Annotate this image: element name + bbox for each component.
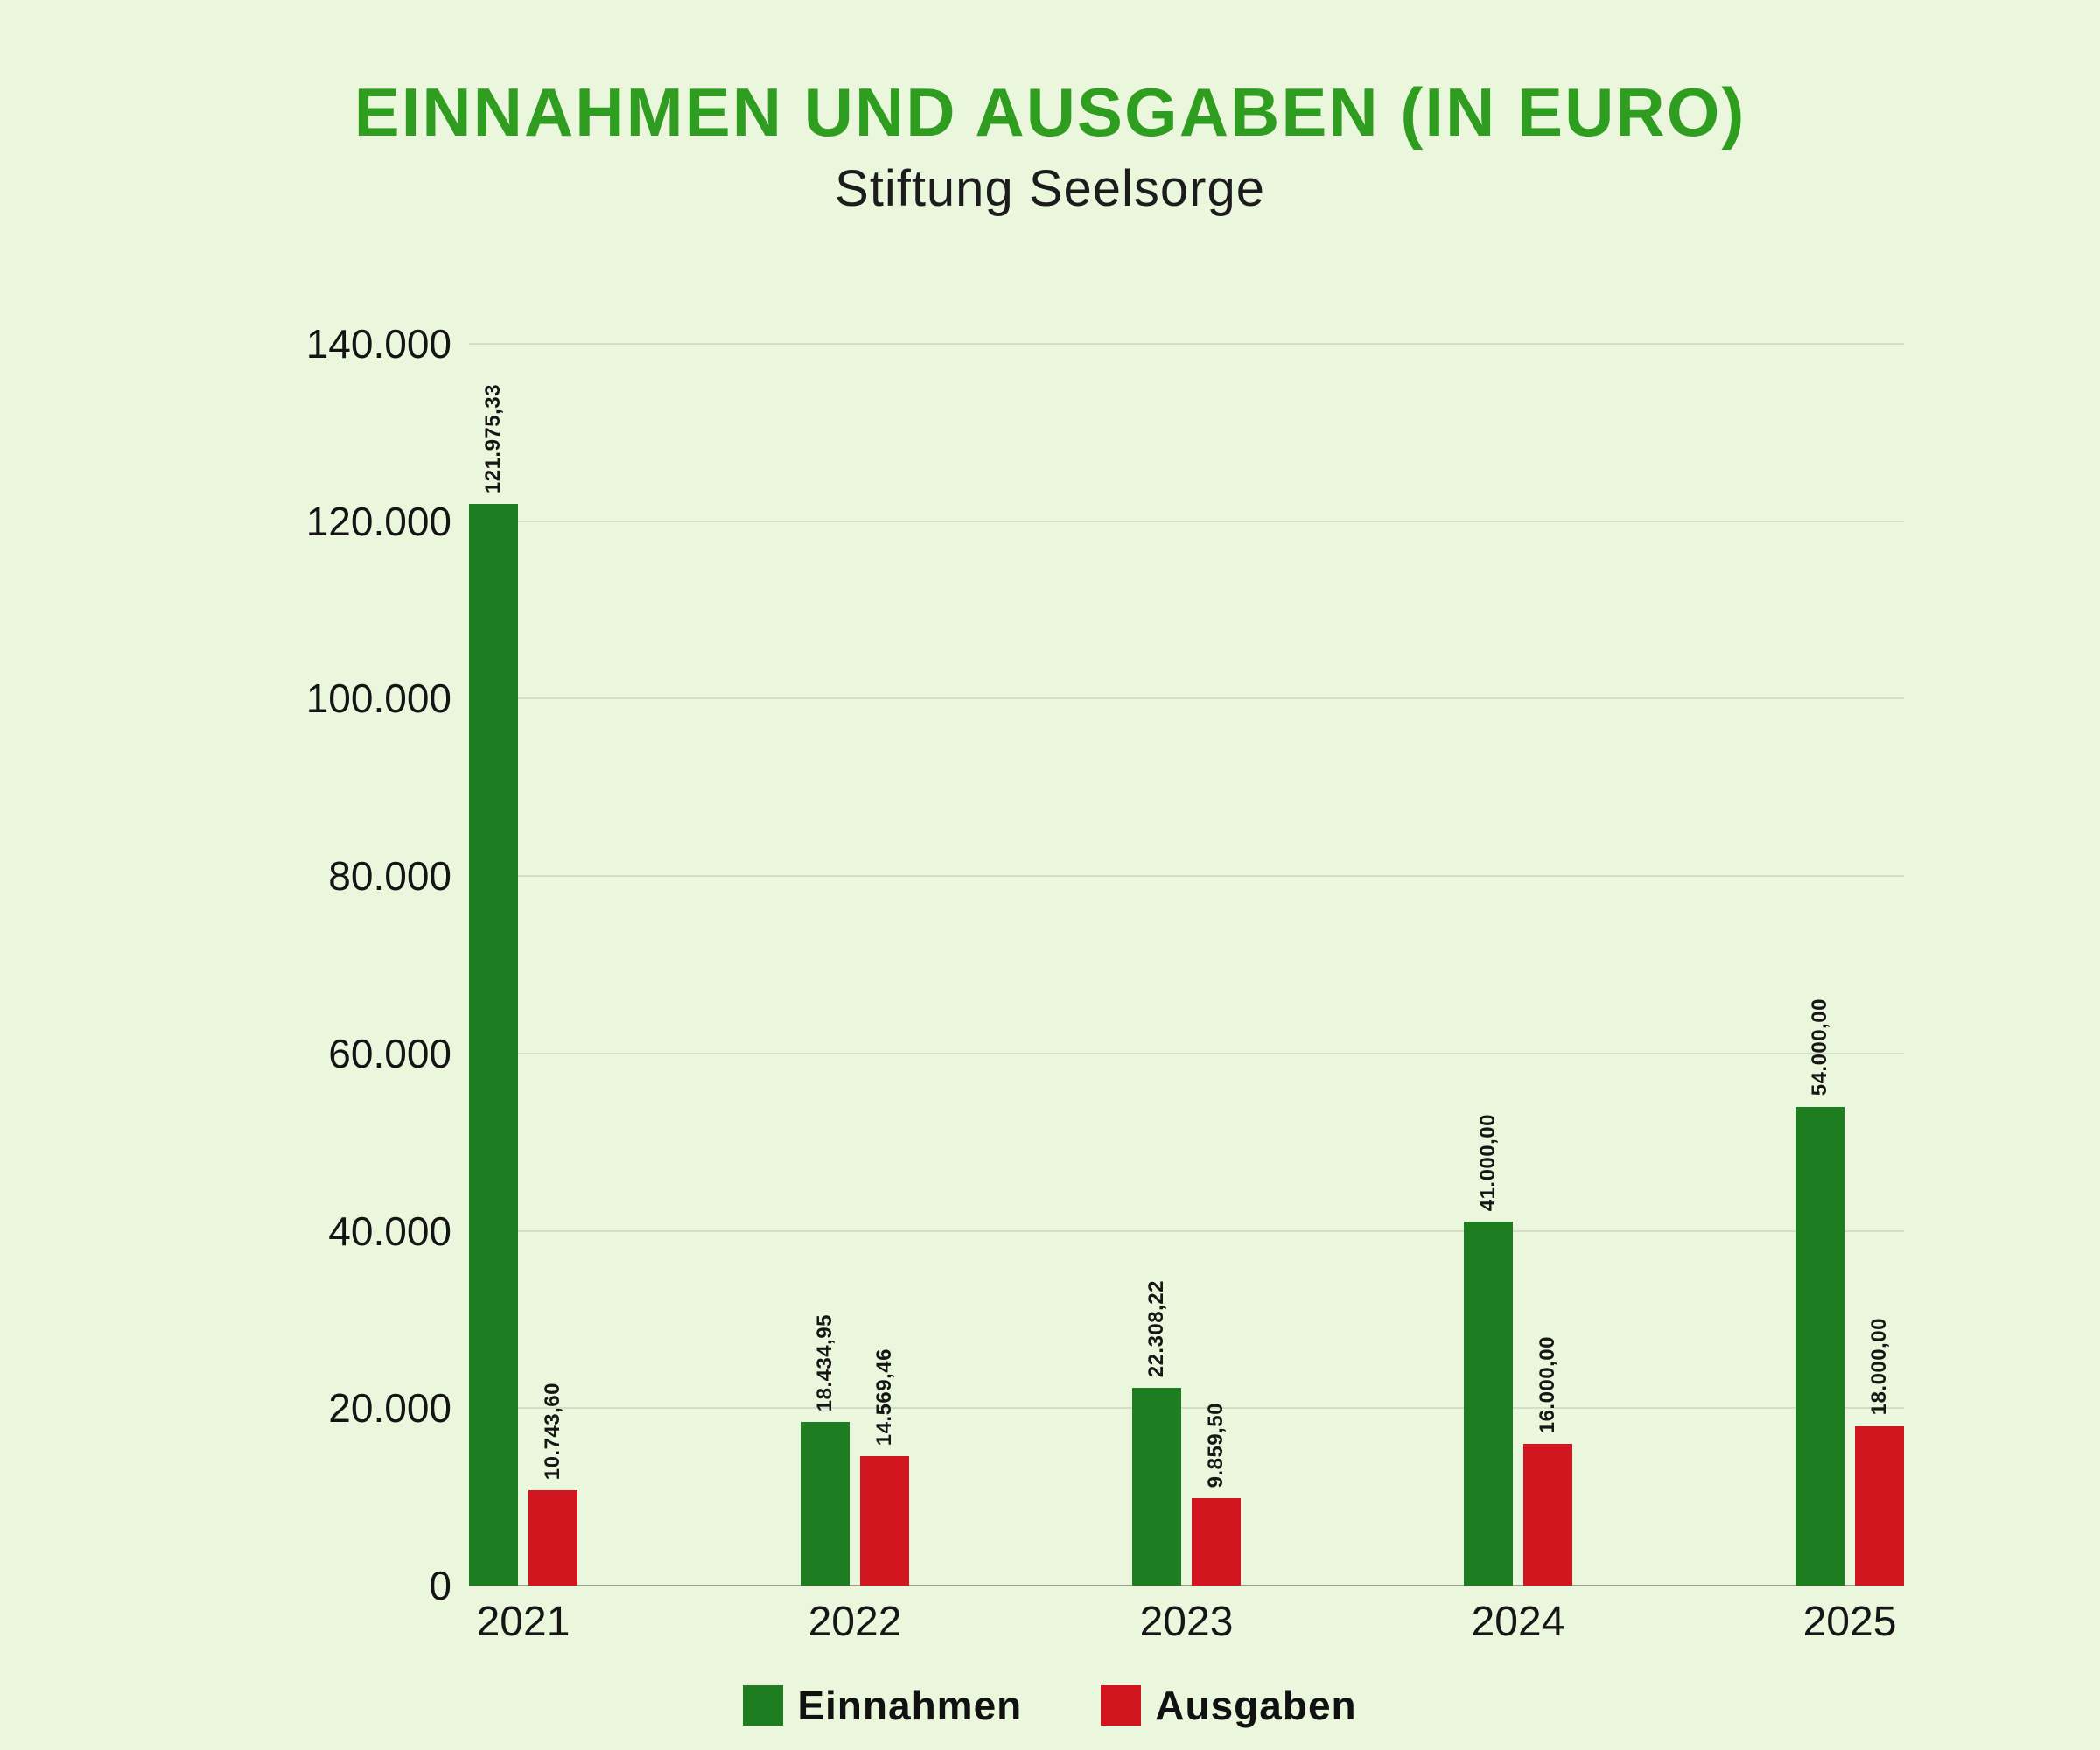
bar-value-label: 18.000,00	[1867, 1318, 1891, 1416]
bar-value-label: 16.000,00	[1536, 1335, 1559, 1433]
bar-value-label: 22.308,22	[1144, 1279, 1168, 1377]
bar-value-label: 10.743,60	[541, 1382, 564, 1480]
bar-column: 10.743,60	[528, 1382, 578, 1586]
bar-ausgaben-2022	[860, 1456, 909, 1586]
bar-einnahmen-2021	[469, 503, 518, 1586]
y-tick-label: 80.000	[328, 853, 452, 900]
x-axis-line	[469, 1585, 1904, 1586]
y-tick-label: 40.000	[328, 1208, 452, 1254]
bar-column: 121.975,33	[469, 384, 518, 1586]
bar-ausgaben-2023	[1192, 1498, 1241, 1586]
gridline	[469, 875, 1904, 878]
legend-label: Einnahmen	[797, 1683, 1023, 1728]
gridline	[469, 697, 1904, 700]
gridline	[469, 1052, 1904, 1054]
bar-value-label: 41.000,00	[1476, 1114, 1500, 1212]
chart-legend: Einnahmen Ausgaben	[0, 1682, 2100, 1729]
bar-column: 18.000,00	[1855, 1318, 1904, 1586]
y-tick-label: 120.000	[305, 498, 452, 544]
bar-value-label: 14.569,46	[872, 1348, 896, 1446]
y-tick-label: 140.000	[305, 321, 452, 367]
x-tick-label: 2022	[808, 1599, 902, 1645]
bar-column: 16.000,00	[1523, 1336, 1572, 1586]
y-tick-label: 60.000	[328, 1030, 452, 1076]
legend-item: Ausgaben	[1101, 1682, 1356, 1729]
y-tick-label: 100.000	[305, 676, 452, 722]
x-tick-label: 2025	[1802, 1599, 1897, 1645]
x-tick-label: 2024	[1471, 1599, 1565, 1645]
bar-column: 18.434,95	[801, 1314, 850, 1586]
bar-einnahmen-2024	[1464, 1222, 1513, 1586]
x-tick-label: 2021	[476, 1599, 570, 1645]
bar-column: 14.569,46	[860, 1348, 909, 1586]
bar-ausgaben-2025	[1855, 1425, 1904, 1586]
bar-column: 54.000,00	[1796, 998, 1844, 1586]
bar-einnahmen-2023	[1132, 1387, 1181, 1586]
chart-header: EINNAHMEN UND AUSGABEN (IN EURO) Stiftun…	[0, 74, 2100, 218]
gridline	[469, 1229, 1904, 1232]
bar-column: 41.000,00	[1464, 1114, 1513, 1586]
gridline	[469, 520, 1904, 522]
legend-swatch	[1101, 1685, 1142, 1726]
bar-group-2025: 54.000,00 18.000,00	[1796, 998, 1904, 1586]
legend-item: Einnahmen	[743, 1682, 1022, 1729]
bar-column: 22.308,22	[1132, 1280, 1181, 1586]
bar-group-2021: 121.975,33 10.743,60	[469, 384, 578, 1586]
bar-value-label: 54.000,00	[1808, 998, 1831, 1096]
y-tick-label: 20.000	[328, 1385, 452, 1432]
bar-einnahmen-2025	[1796, 1106, 1844, 1586]
bar-value-label: 9.859,50	[1204, 1402, 1228, 1488]
bar-ausgaben-2021	[528, 1490, 578, 1586]
bar-group-2023: 22.308,22 9.859,50	[1132, 1280, 1241, 1586]
bar-value-label: 121.975,33	[481, 383, 505, 494]
bar-einnahmen-2022	[801, 1422, 850, 1586]
x-tick-label: 2023	[1139, 1599, 1234, 1645]
bar-ausgaben-2024	[1523, 1443, 1572, 1586]
gridline	[469, 343, 1904, 345]
bar-value-label: 18.434,95	[813, 1313, 836, 1412]
chart-title: EINNAHMEN UND AUSGABEN (IN EURO)	[354, 74, 1746, 150]
gridline	[469, 1407, 1904, 1410]
legend-swatch	[743, 1685, 784, 1726]
chart-subtitle: Stiftung Seelsorge	[835, 159, 1265, 217]
y-tick-label: 0	[429, 1563, 452, 1608]
bar-group-2024: 41.000,00 16.000,00	[1464, 1114, 1572, 1586]
legend-label: Ausgaben	[1155, 1683, 1357, 1728]
bar-column: 9.859,50	[1192, 1403, 1241, 1586]
bar-group-2022: 18.434,95 14.569,46	[801, 1314, 909, 1586]
